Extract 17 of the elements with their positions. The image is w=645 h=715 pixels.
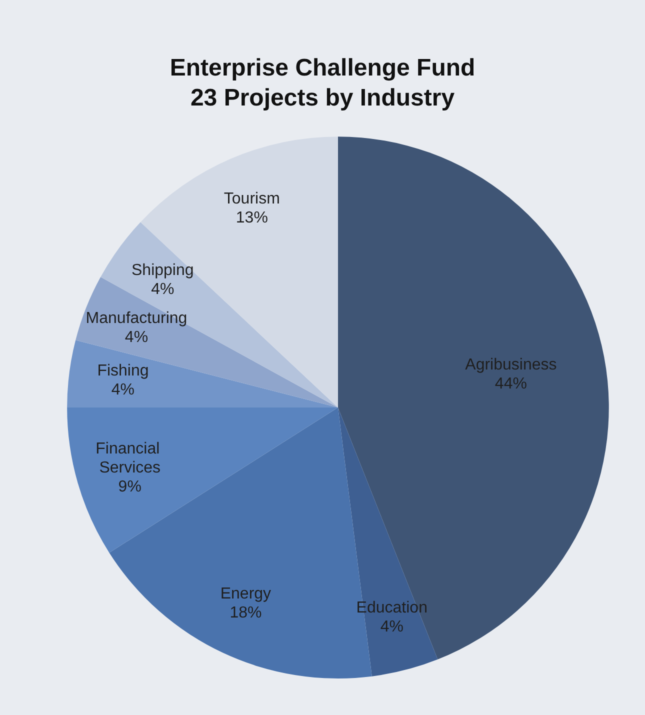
data-label: 13% — [236, 210, 268, 227]
data-label: 4% — [111, 381, 135, 398]
data-label: 9% — [118, 478, 142, 496]
chart-title: Enterprise Challenge Fund 23 Projects by Industry — [170, 54, 476, 112]
slice-label: Education — [356, 599, 428, 616]
slice-label: Shipping — [132, 262, 194, 280]
slice-label: Agribusiness — [465, 356, 557, 374]
data-label: 44% — [494, 376, 527, 393]
slice-label: Energy — [220, 586, 272, 603]
slice-label: Fishing — [97, 362, 149, 380]
data-label: 4% — [151, 281, 174, 298]
slice-label: Tourism — [224, 190, 280, 208]
data-label: 4% — [124, 328, 148, 346]
data-label: 4% — [380, 618, 404, 636]
slice-label: Financial Services — [96, 440, 164, 477]
data-label: 18% — [230, 604, 262, 622]
slice-label: Manufacturing — [86, 310, 188, 327]
